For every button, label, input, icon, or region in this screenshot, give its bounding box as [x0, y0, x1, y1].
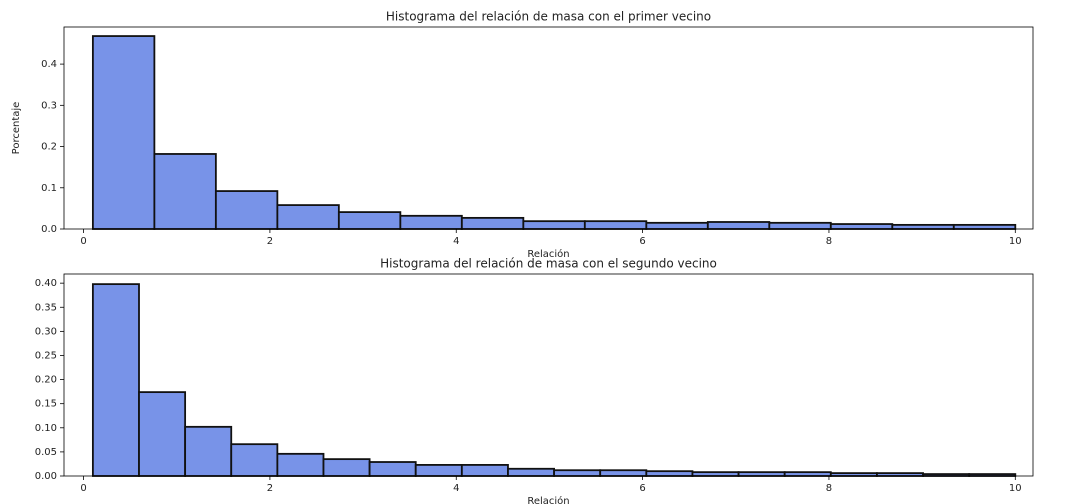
- bar: [460, 216, 525, 230]
- chart-title: Histograma del relación de masa con el p…: [386, 10, 711, 24]
- bar: [783, 471, 832, 477]
- x-axis-label: Relación: [527, 248, 569, 260]
- x-tick-label: 4: [453, 236, 459, 247]
- bar: [276, 452, 325, 477]
- y-tick-label: 0.20: [35, 375, 57, 386]
- y-tick-label: 0.30: [35, 326, 57, 337]
- bar: [553, 469, 602, 477]
- y-tick-label: 0.40: [35, 278, 57, 289]
- bar: [138, 391, 187, 477]
- y-tick-label: 0.10: [35, 423, 57, 434]
- bar: [599, 469, 648, 477]
- bar: [91, 35, 156, 230]
- y-tick-label: 0.05: [35, 447, 57, 458]
- bar: [184, 425, 233, 477]
- bar: [952, 223, 1017, 230]
- x-tick-label: 6: [639, 236, 645, 247]
- y-tick-label: 0.2: [41, 142, 57, 153]
- bar: [460, 464, 509, 477]
- bar: [876, 472, 924, 477]
- bar: [645, 470, 694, 477]
- axes-frame: [63, 273, 1034, 477]
- bar: [153, 153, 217, 230]
- y-tick-label: 0.3: [41, 100, 57, 111]
- x-tick-label: 2: [267, 483, 273, 494]
- bar: [91, 283, 140, 477]
- x-tick-label: 0: [80, 483, 86, 494]
- bar: [230, 443, 279, 477]
- y-axis-label: Porcentaje: [11, 102, 22, 155]
- y-tick-label: 0.0: [41, 224, 57, 235]
- x-tick-label: 8: [826, 236, 832, 247]
- bar: [522, 220, 586, 230]
- chart-title: Histograma del relación de masa con el s…: [380, 257, 717, 271]
- bar: [337, 211, 402, 230]
- bar: [737, 471, 786, 477]
- bar: [276, 204, 340, 230]
- bar: [414, 464, 463, 477]
- bar: [214, 190, 279, 230]
- x-tick-label: 8: [826, 483, 832, 494]
- x-tick-label: 2: [267, 236, 273, 247]
- bar: [691, 471, 740, 477]
- y-tick-label: 0.1: [41, 183, 57, 194]
- bar: [768, 221, 832, 230]
- bar: [368, 461, 417, 477]
- bar: [507, 467, 555, 477]
- x-tick-label: 10: [1009, 236, 1022, 247]
- axes-frame: [63, 26, 1034, 230]
- y-tick-label: 0.00: [35, 471, 57, 482]
- bar: [583, 220, 648, 230]
- bar: [891, 223, 955, 230]
- x-tick-label: 4: [453, 483, 459, 494]
- bar: [322, 458, 371, 477]
- bar: [829, 472, 878, 477]
- x-tick-label: 10: [1009, 483, 1022, 494]
- x-axis-label: Relación: [527, 495, 569, 504]
- x-tick-label: 6: [639, 483, 645, 494]
- bar: [829, 223, 894, 230]
- y-tick-label: 0.25: [35, 350, 57, 361]
- bar: [706, 221, 771, 230]
- y-tick-label: 0.4: [41, 59, 57, 70]
- x-tick-label: 0: [80, 236, 86, 247]
- y-tick-label: 0.15: [35, 399, 57, 410]
- bar: [645, 221, 709, 230]
- y-tick-label: 0.35: [35, 302, 57, 313]
- bar: [399, 214, 463, 230]
